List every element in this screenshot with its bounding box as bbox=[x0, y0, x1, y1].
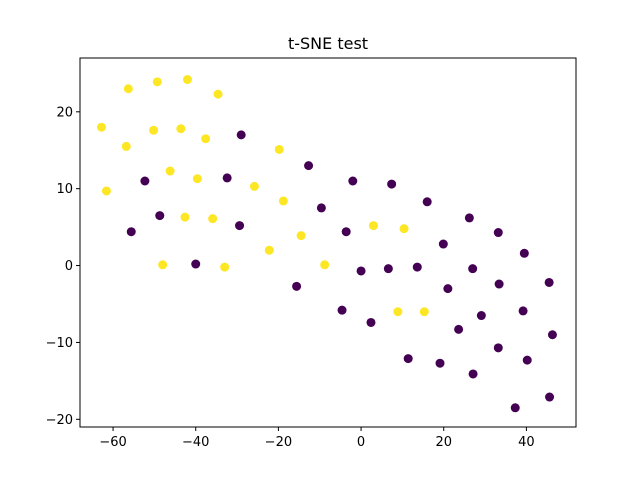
x-tick-label: 20 bbox=[435, 435, 452, 450]
scatter-point bbox=[519, 248, 529, 258]
scatter-point bbox=[383, 264, 393, 274]
y-tick-label: 10 bbox=[56, 182, 73, 197]
scatter-point bbox=[96, 122, 106, 132]
scatter-point bbox=[547, 330, 557, 340]
scatter-point bbox=[140, 176, 150, 186]
x-axis: −60 −40 −20 0 20 40 bbox=[99, 427, 535, 450]
scatter-point bbox=[292, 281, 302, 291]
scatter-point bbox=[213, 89, 223, 99]
scatter-point bbox=[278, 196, 288, 206]
scatter-point bbox=[176, 124, 186, 134]
scatter-point bbox=[220, 262, 230, 272]
scatter-point bbox=[320, 260, 330, 270]
scatter-point bbox=[182, 75, 192, 85]
scatter-point bbox=[518, 306, 528, 316]
scatter-point bbox=[545, 392, 555, 402]
scatter-point bbox=[419, 307, 429, 317]
y-tick-label: 20 bbox=[56, 105, 73, 120]
y-axis: −20 −10 0 10 20 bbox=[46, 105, 80, 428]
scatter-point bbox=[316, 203, 326, 213]
scatter-point bbox=[468, 264, 478, 274]
plot-frame bbox=[79, 57, 577, 428]
scatter-point bbox=[274, 144, 284, 154]
scatter-point bbox=[493, 343, 503, 353]
y-tick-label: 0 bbox=[65, 259, 73, 274]
scatter-point bbox=[236, 130, 246, 140]
scatter-point bbox=[399, 224, 409, 234]
scatter-point bbox=[468, 369, 478, 379]
scatter-point bbox=[403, 354, 413, 364]
scatter-point bbox=[443, 284, 453, 294]
scatter-point bbox=[368, 221, 378, 231]
scatter-point bbox=[123, 84, 133, 94]
scatter-point bbox=[152, 77, 162, 87]
scatter-point bbox=[454, 324, 464, 334]
x-tick-label: −20 bbox=[265, 435, 292, 450]
x-tick-label: −60 bbox=[99, 435, 126, 450]
scatter-point bbox=[341, 227, 351, 237]
x-tick-label: 40 bbox=[518, 435, 535, 450]
scatter-point bbox=[235, 221, 245, 231]
scatter-point bbox=[366, 317, 376, 327]
scatter-point bbox=[165, 166, 175, 176]
scatter-point bbox=[337, 305, 347, 315]
scatter-point bbox=[264, 245, 274, 255]
scatter-point bbox=[393, 307, 403, 317]
scatter-point bbox=[304, 161, 314, 171]
scatter-point bbox=[191, 259, 201, 269]
scatter-point bbox=[464, 213, 474, 223]
scatter-point bbox=[494, 279, 504, 289]
scatter-point bbox=[149, 125, 159, 135]
scatter-point bbox=[296, 231, 306, 241]
scatter-point bbox=[544, 277, 554, 287]
x-tick-label: 0 bbox=[357, 435, 365, 450]
scatter-point bbox=[422, 197, 432, 207]
scatter-point bbox=[412, 262, 422, 272]
scatter-point bbox=[155, 211, 165, 221]
scatter-point bbox=[192, 174, 202, 184]
scatter-point bbox=[476, 311, 486, 321]
scatter-point bbox=[348, 176, 358, 186]
scatter-point bbox=[208, 214, 218, 224]
scatter-point bbox=[158, 260, 168, 270]
scatter-point bbox=[387, 179, 397, 189]
scatter-point bbox=[101, 186, 111, 196]
scatter-point bbox=[356, 266, 366, 276]
y-tick-label: −20 bbox=[46, 413, 73, 428]
scatter-point bbox=[201, 134, 211, 144]
scatter-point bbox=[438, 239, 448, 249]
scatter-point bbox=[180, 212, 190, 222]
scatter-point bbox=[126, 227, 136, 237]
scatter-points bbox=[96, 75, 557, 413]
scatter-point bbox=[522, 355, 532, 365]
scatter-point bbox=[493, 228, 503, 238]
scatter-point bbox=[222, 173, 232, 183]
x-tick-label: −40 bbox=[182, 435, 209, 450]
chart-title: t-SNE test bbox=[288, 34, 368, 53]
scatter-point bbox=[121, 141, 131, 151]
y-tick-label: −10 bbox=[46, 336, 73, 351]
scatter-point bbox=[249, 181, 259, 191]
scatter-point bbox=[510, 403, 520, 413]
scatter-point bbox=[435, 358, 445, 368]
